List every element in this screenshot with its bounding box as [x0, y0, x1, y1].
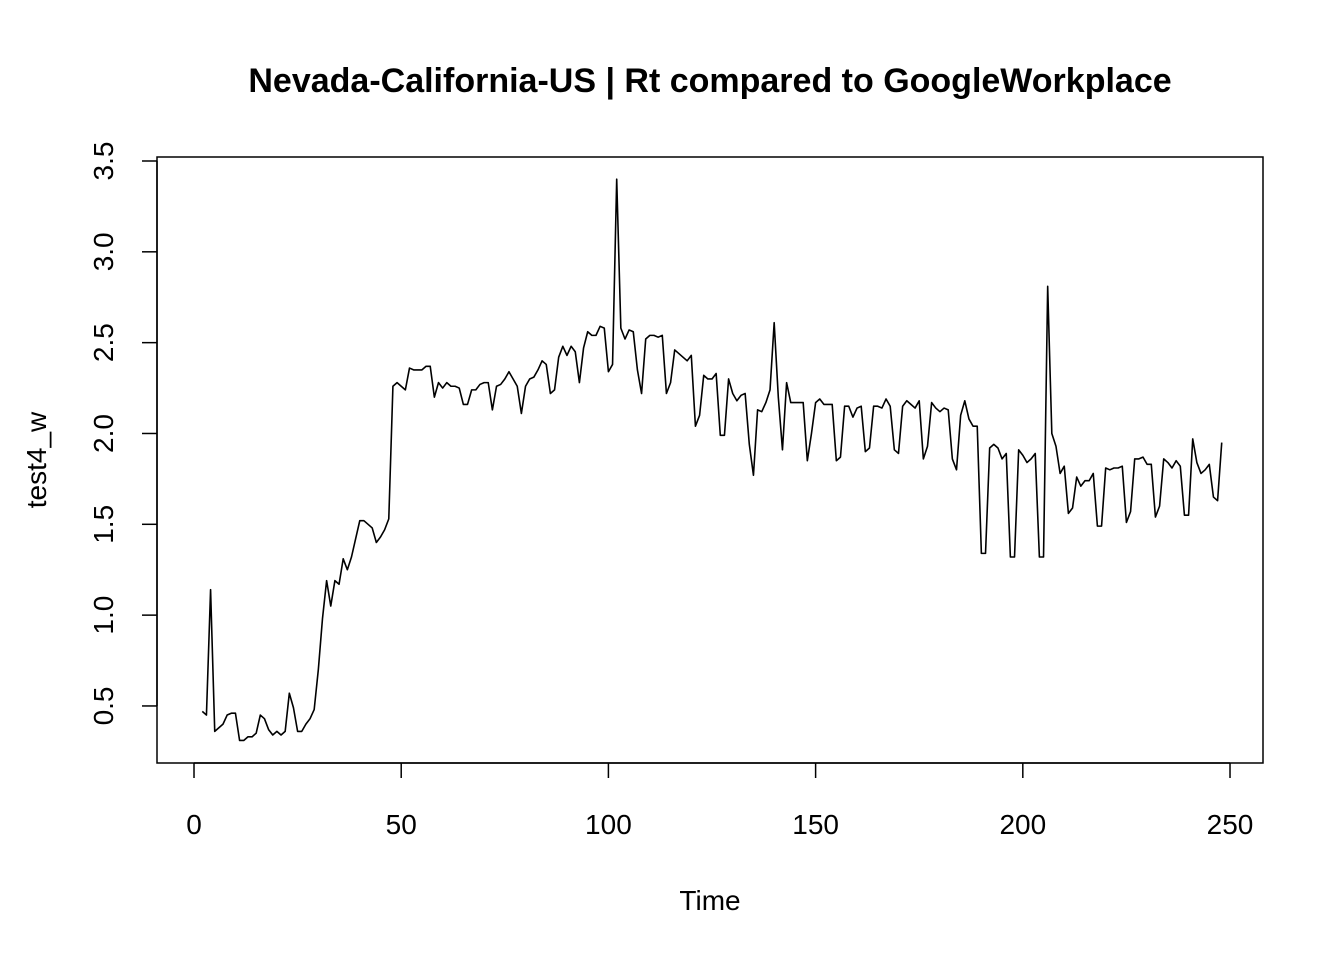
plot-box: [156, 156, 1264, 764]
y-tick-label: 2.0: [88, 414, 119, 453]
y-axis-label: test4_w: [21, 411, 52, 508]
y-tick-label: 1.5: [88, 505, 119, 544]
y-tick-label: 2.5: [88, 323, 119, 362]
x-tick-label: 50: [386, 809, 417, 840]
y-tick-label: 1.0: [88, 596, 119, 635]
x-tick-label: 150: [792, 809, 839, 840]
x-tick-label: 0: [186, 809, 202, 840]
y-tick-label: 3.5: [88, 142, 119, 181]
chart-title: Nevada-California-US | Rt compared to Go…: [248, 62, 1171, 100]
x-tick-label: 100: [585, 809, 632, 840]
y-tick-label: 0.5: [88, 686, 119, 725]
x-axis-label: Time: [679, 885, 740, 916]
data-line: [201, 178, 1223, 742]
y-tick-label: 3.0: [88, 232, 119, 271]
x-tick-label: 200: [999, 809, 1046, 840]
x-tick-label: 250: [1207, 809, 1254, 840]
